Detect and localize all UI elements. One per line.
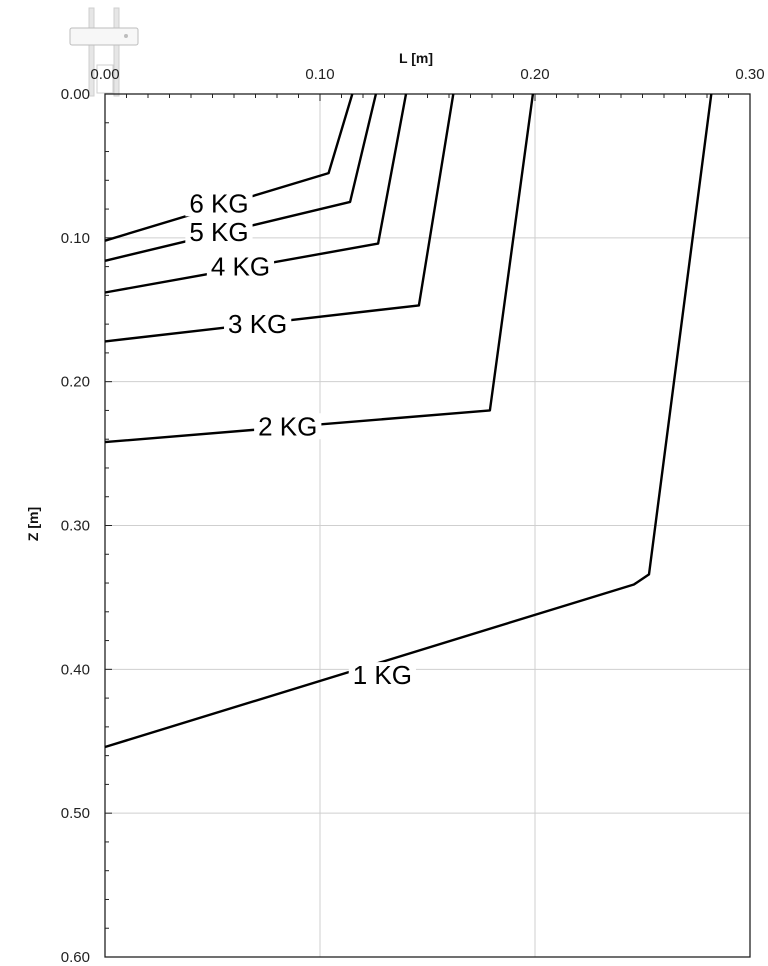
x-axis-title: L [m] xyxy=(399,50,433,66)
x-tick-labels: 0.00 0.10 0.20 0.30 xyxy=(90,66,764,83)
contour-labels: 6 KG5 KG 4 KG 3 KG 2 KG 1 KG xyxy=(185,188,416,690)
y-tick-label: 0.20 xyxy=(61,374,90,391)
x-tick-label: 0.20 xyxy=(520,66,549,83)
contour-line-2-kg xyxy=(104,93,535,444)
contour-label-background xyxy=(224,311,292,338)
contour-label-group: 3 KG xyxy=(224,309,292,339)
contour-label-group: 6 KG xyxy=(185,188,253,218)
contour-label-group: 1 KG xyxy=(348,660,416,690)
plot-frame xyxy=(104,93,751,958)
y-tick-label: 0.50 xyxy=(61,805,90,822)
contour-label-background xyxy=(185,190,253,217)
contour-label-group: 2 KG xyxy=(254,411,322,441)
contour-label-group: 4 KG xyxy=(206,252,275,282)
y-tick-label: 0.60 xyxy=(61,949,90,966)
grid-lines xyxy=(105,94,750,957)
contour-label-background xyxy=(348,662,416,689)
x-tick-label: 0.30 xyxy=(735,66,764,83)
contour-label: 3 KG xyxy=(228,309,287,339)
y-tick-label: 0.00 xyxy=(61,86,90,103)
contour-label: 2 KG xyxy=(258,411,317,441)
contour-label-group: 5 KG xyxy=(185,217,253,247)
contour-label-background xyxy=(254,413,322,440)
contour-label: 1 KG xyxy=(353,660,412,690)
contour-label-background xyxy=(185,219,253,246)
contour-line-6-kg xyxy=(104,93,354,242)
contour-label: 4 KG xyxy=(211,252,270,282)
y-axis-title: Z [m] xyxy=(25,507,41,541)
y-tick-label: 0.10 xyxy=(61,230,90,247)
y-tick-label: 0.40 xyxy=(61,661,90,678)
y-tick-labels: 0.00 0.10 0.20 0.30 0.40 0.50 0.60 xyxy=(61,86,90,966)
x-tick-label: 0.00 xyxy=(90,66,119,83)
contour-line-4-kg xyxy=(104,93,408,294)
x-tick-label: 0.10 xyxy=(305,66,334,83)
contour-label-background xyxy=(206,253,275,280)
contour-label: 5 KG xyxy=(189,217,248,247)
window-handle-decoration xyxy=(69,7,139,97)
contour-label: 6 KG xyxy=(189,188,248,218)
y-tick-label: 0.30 xyxy=(61,518,90,535)
contour-line-3-kg xyxy=(104,93,455,343)
